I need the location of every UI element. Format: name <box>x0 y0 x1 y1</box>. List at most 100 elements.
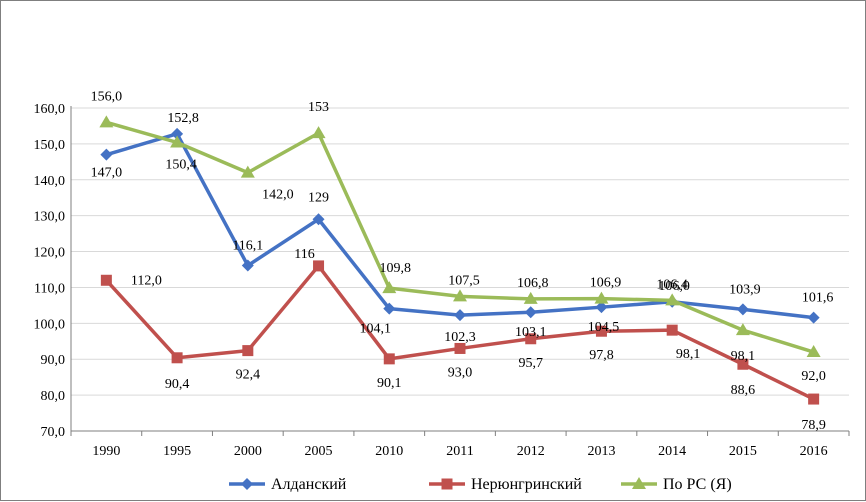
series-3 <box>99 115 821 358</box>
data-point <box>383 353 395 365</box>
data-point <box>171 127 184 140</box>
legend-item: По РС (Я) <box>621 476 732 493</box>
y-tick-label: 140,0 <box>34 174 66 189</box>
y-tick-label: 130,0 <box>34 210 66 225</box>
y-tick-label: 150,0 <box>34 138 66 153</box>
data-label: 129 <box>308 190 329 205</box>
data-point <box>595 301 608 314</box>
data-point <box>523 291 538 304</box>
data-label: 90,1 <box>377 376 402 391</box>
series-group <box>99 115 821 405</box>
legend-swatch-marker <box>241 478 253 490</box>
series-2 <box>100 260 820 405</box>
data-point <box>242 345 254 357</box>
data-point <box>808 393 820 405</box>
x-tick-label: 2000 <box>234 444 262 459</box>
data-label: 102,3 <box>444 330 476 345</box>
data-point <box>737 358 749 370</box>
data-point <box>382 281 397 294</box>
x-tick-label: 2013 <box>587 444 615 459</box>
data-label: 92,4 <box>236 368 261 383</box>
x-tick-label: 2014 <box>658 444 686 459</box>
data-label: 92,0 <box>801 369 826 384</box>
data-point <box>241 259 254 272</box>
data-label: 98,1 <box>731 349 756 364</box>
data-label: 116 <box>294 247 314 262</box>
data-point <box>312 213 325 226</box>
legend: Алданский Нерюнгринский По РС (Я) <box>229 476 732 493</box>
x-tick-label: 2012 <box>517 444 545 459</box>
data-label: 88,6 <box>731 383 756 398</box>
data-label: 104,1 <box>360 322 392 337</box>
x-tick-label: 2011 <box>446 444 473 459</box>
data-label: 106,4 <box>656 277 688 292</box>
legend-item: Нерюнгринский <box>429 476 582 493</box>
y-tick-label: 80,0 <box>41 389 66 404</box>
x-tick-label: 2016 <box>800 444 828 459</box>
data-point <box>383 302 396 315</box>
data-point <box>313 260 325 272</box>
y-tick-label: 90,0 <box>41 353 66 368</box>
y-tick-label: 120,0 <box>34 246 66 261</box>
data-point <box>99 115 114 128</box>
data-point <box>807 311 820 324</box>
data-label: 97,8 <box>589 348 614 363</box>
x-tick-label: 1990 <box>92 444 120 459</box>
legend-swatch-marker <box>441 478 453 490</box>
data-point <box>736 303 749 316</box>
legend-item: Алданский <box>229 476 347 493</box>
x-tick-label: 2015 <box>729 444 757 459</box>
data-label: 153 <box>308 100 329 115</box>
data-label: 106,0 <box>658 279 690 294</box>
grid-lines <box>71 107 849 432</box>
legend-swatch-marker <box>632 477 646 489</box>
data-label: 90,4 <box>165 377 190 392</box>
data-point <box>171 352 183 364</box>
data-point <box>806 345 821 358</box>
y-tick-label: 110,0 <box>34 281 65 296</box>
data-point <box>170 135 185 148</box>
data-label: 156,0 <box>91 89 123 104</box>
y-axis: 70,0 80,0 90,0 100,0 110,0 120,0 130,0 140,0 150… <box>34 102 72 440</box>
data-point <box>525 333 537 345</box>
data-point <box>594 291 609 304</box>
x-axis: 1990 1995 2000 2005 2010 2011 2012 2013 2014 2015… <box>70 430 850 459</box>
data-label: 103,9 <box>729 282 761 297</box>
data-point <box>453 289 467 302</box>
data-label: 112,0 <box>131 273 162 288</box>
data-label: 107,5 <box>448 273 480 288</box>
data-label: 103,1 <box>515 325 547 340</box>
data-point <box>454 309 466 322</box>
data-point <box>665 293 680 306</box>
data-label: 93,0 <box>448 365 473 380</box>
data-label: 95,7 <box>518 356 543 371</box>
x-tick-label: 2010 <box>375 444 403 459</box>
y-tick-label: 160,0 <box>34 102 66 117</box>
data-label: 152,8 <box>167 111 199 126</box>
data-label: 150,4 <box>165 157 197 172</box>
data-point <box>100 148 113 161</box>
data-labels: 147,0 152,8 116,1 129 104,1 102,3 103,1 104,5 10… <box>91 89 834 433</box>
data-label: 116,1 <box>232 239 263 254</box>
data-label: 142,0 <box>262 188 294 203</box>
y-tick-label: 100,0 <box>34 317 66 332</box>
data-label: 147,0 <box>91 166 123 181</box>
data-point <box>735 323 750 336</box>
data-label: 106,8 <box>517 276 549 291</box>
data-point <box>240 165 255 178</box>
data-label: 98,1 <box>676 347 701 362</box>
x-tick-label: 1995 <box>163 444 191 459</box>
x-tick-label: 2005 <box>305 444 333 459</box>
data-point <box>524 306 537 319</box>
data-point <box>311 126 326 139</box>
data-label: 109,8 <box>380 261 412 276</box>
data-label: 104,5 <box>588 320 620 335</box>
data-point <box>454 342 466 354</box>
data-point <box>100 274 112 286</box>
legend-label: Алданский <box>271 476 347 493</box>
legend-label: Нерюнгринский <box>471 476 582 493</box>
data-label: 78,9 <box>801 418 826 433</box>
data-point <box>666 324 678 336</box>
legend-label: По РС (Я) <box>663 476 732 493</box>
